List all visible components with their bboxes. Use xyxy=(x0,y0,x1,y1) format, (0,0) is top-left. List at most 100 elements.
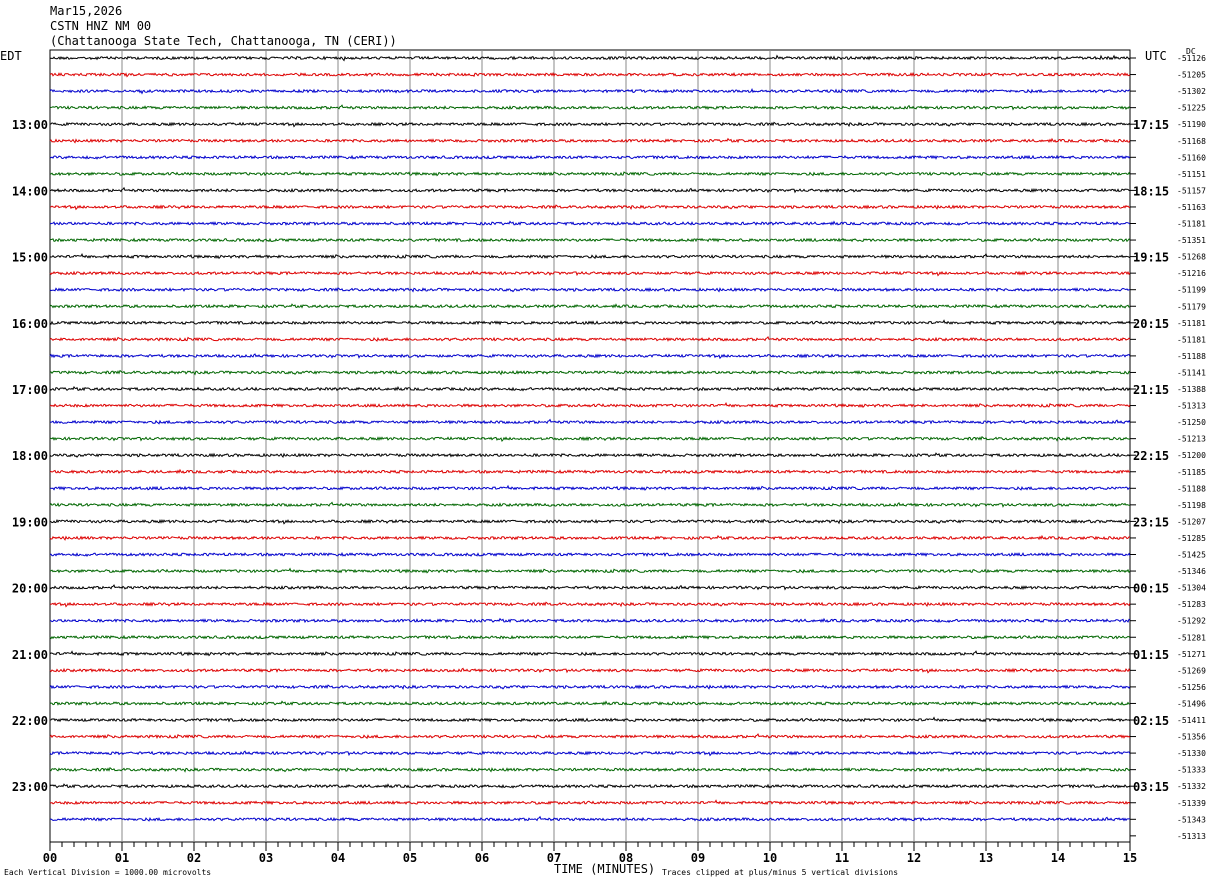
trace-line xyxy=(49,54,1131,62)
dc-offset-label: -51160 xyxy=(1177,153,1206,162)
trace-line xyxy=(49,204,1131,211)
dc-offset-label: -51351 xyxy=(1177,236,1206,245)
trace-line xyxy=(49,667,1131,674)
dc-offset-label: -51190 xyxy=(1177,120,1206,129)
local-hour-label: 19:00 xyxy=(12,515,48,529)
x-tick-label: 11 xyxy=(835,851,849,865)
trace-line xyxy=(49,452,1131,459)
dc-offset-label: -51200 xyxy=(1177,451,1206,460)
local-hour-label: 18:00 xyxy=(12,449,48,463)
trace-line xyxy=(49,684,1131,690)
trace-line xyxy=(49,72,1131,78)
trace-line xyxy=(49,87,1131,95)
dc-offset-label: -51225 xyxy=(1177,104,1206,113)
trace-line xyxy=(49,319,1131,326)
dc-offset-label: -51168 xyxy=(1177,137,1206,146)
dc-offset-label: -51199 xyxy=(1177,286,1206,295)
x-tick-label: 13 xyxy=(979,851,993,865)
trace-line xyxy=(49,104,1131,111)
utc-hour-label: 01:15 xyxy=(1133,648,1169,662)
trace-line xyxy=(49,369,1131,376)
dc-offset-label: -51207 xyxy=(1177,517,1206,526)
trace-line xyxy=(49,353,1131,360)
trace-line xyxy=(49,601,1131,608)
utc-hour-label: 23:15 xyxy=(1133,515,1169,529)
dc-offset-label: -51269 xyxy=(1177,666,1206,675)
left-timezone-label: EDT xyxy=(0,49,22,63)
x-tick-label: 10 xyxy=(763,851,777,865)
trace-line xyxy=(49,252,1131,260)
x-tick-label: 02 xyxy=(187,851,201,865)
x-tick-label: 04 xyxy=(331,851,345,865)
utc-hour-label: 20:15 xyxy=(1133,317,1169,331)
axis-labels: 00 01 02 03 04 05 06 07 08 09 10 11 12 13 14 15 -51126 -5… xyxy=(12,54,1206,865)
trace-line xyxy=(49,402,1131,409)
plot-frame xyxy=(49,49,1131,843)
trace-line xyxy=(49,584,1131,591)
trace-line xyxy=(49,551,1131,558)
dc-offset-label: -51163 xyxy=(1177,203,1206,212)
dc-offset-label: -51313 xyxy=(1177,402,1206,411)
trace-line xyxy=(49,170,1131,177)
trace-line xyxy=(49,716,1131,723)
dc-offset-label: -51181 xyxy=(1177,335,1206,344)
dc-offset-label: -51292 xyxy=(1177,617,1206,626)
trace-line xyxy=(49,534,1131,541)
dc-offset-label: -51216 xyxy=(1177,269,1206,278)
utc-hour-label: 17:15 xyxy=(1133,118,1169,132)
dc-offset-label: -51188 xyxy=(1177,352,1206,361)
trace-line xyxy=(49,436,1131,442)
dc-offset-label: -51205 xyxy=(1177,71,1206,80)
grid-lines xyxy=(49,49,1131,851)
trace-line xyxy=(49,418,1131,425)
station-site: (Chattanooga State Tech, Chattanooga, TN… xyxy=(50,34,397,48)
right-timezone-label: UTC xyxy=(1145,49,1167,63)
trace-line xyxy=(49,650,1131,657)
local-hour-label: 16:00 xyxy=(12,317,48,331)
trace-line xyxy=(49,815,1131,822)
trace-line xyxy=(49,220,1131,226)
local-hour-label: 14:00 xyxy=(12,184,48,198)
clip-note: Traces clipped at plus/minus 5 vertical … xyxy=(662,868,899,877)
local-hour-label: 15:00 xyxy=(12,251,48,265)
x-tick-label: 09 xyxy=(691,851,705,865)
trace-line xyxy=(49,270,1131,277)
local-hour-label: 21:00 xyxy=(12,648,48,662)
dc-offset-label: -51330 xyxy=(1177,749,1206,758)
trace-line xyxy=(49,567,1131,574)
dc-offset-label: -51256 xyxy=(1177,683,1206,692)
trace-line xyxy=(49,501,1131,508)
trace-line xyxy=(49,468,1131,475)
trace-line xyxy=(49,733,1131,740)
trace-line xyxy=(49,154,1131,160)
local-hour-label: 23:00 xyxy=(12,780,48,794)
dc-offset-label: -51141 xyxy=(1177,368,1206,377)
dc-offset-label: -51343 xyxy=(1177,815,1206,824)
trace-line xyxy=(49,700,1131,706)
dc-offset-label: -51198 xyxy=(1177,501,1206,510)
dc-offset-label: -51313 xyxy=(1177,832,1206,841)
plot-date: Mar15,2026 xyxy=(50,4,123,18)
trace-group xyxy=(49,54,1131,822)
dc-offset-label: -51339 xyxy=(1177,799,1206,808)
utc-hour-label: 02:15 xyxy=(1133,714,1169,728)
trace-line xyxy=(49,287,1131,293)
dc-offset-label: -51181 xyxy=(1177,220,1206,229)
utc-hour-label: 21:15 xyxy=(1133,383,1169,397)
dc-offset-label: -51151 xyxy=(1177,170,1206,179)
dc-offset-label: -51179 xyxy=(1177,302,1206,311)
station-code: CSTN HNZ NM 00 xyxy=(50,19,152,33)
trace-line xyxy=(49,518,1131,525)
trace-line xyxy=(50,617,1131,624)
dc-offset-label: -51388 xyxy=(1177,385,1206,394)
dc-offset-label: -51411 xyxy=(1177,716,1206,725)
x-axis-title: TIME (MINUTES) xyxy=(554,862,656,876)
trace-line xyxy=(49,767,1131,773)
trace-line xyxy=(49,484,1131,491)
dc-offset-label: -51126 xyxy=(1177,54,1206,63)
dc-offset-label: -51185 xyxy=(1177,468,1206,477)
x-tick-label: 05 xyxy=(403,851,417,865)
utc-hour-label: 00:15 xyxy=(1133,582,1169,596)
trace-line xyxy=(49,634,1131,640)
trace-line xyxy=(49,385,1131,392)
